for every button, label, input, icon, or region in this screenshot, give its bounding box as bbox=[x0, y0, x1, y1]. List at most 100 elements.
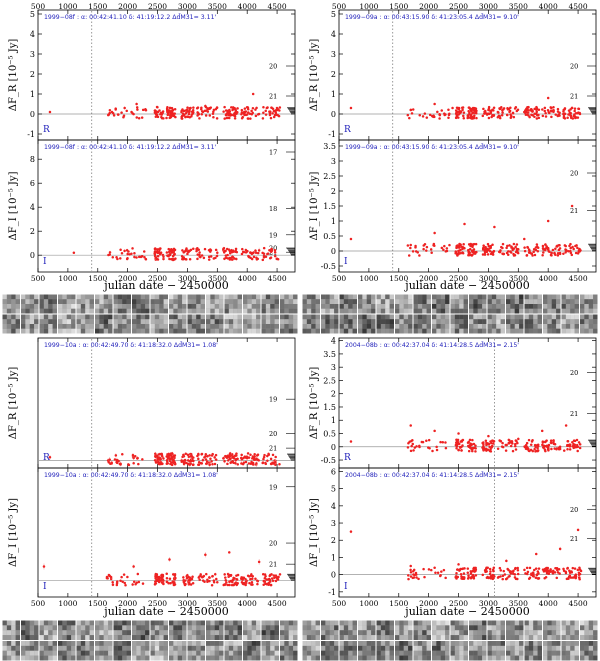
stamp-pixel bbox=[380, 328, 386, 334]
stamp-pixel bbox=[154, 304, 160, 309]
data-point bbox=[140, 116, 144, 119]
stamp-pixel bbox=[145, 324, 150, 329]
data-point bbox=[171, 458, 174, 461]
stamp-pixel bbox=[2, 655, 7, 661]
stamp-pixel bbox=[99, 308, 104, 314]
stamp-pixel bbox=[228, 308, 234, 314]
data-point bbox=[165, 462, 169, 465]
data-point bbox=[556, 244, 559, 248]
image-stamp bbox=[561, 294, 579, 314]
y-tick-label: 3.5 bbox=[323, 350, 336, 359]
stamp-pixel bbox=[108, 324, 113, 329]
image-stamp bbox=[2, 620, 20, 640]
stamp-pixel bbox=[80, 308, 86, 314]
data-point bbox=[154, 454, 158, 458]
data-point bbox=[525, 441, 529, 445]
stamp-pixel bbox=[191, 630, 197, 636]
stamp-pixel bbox=[25, 630, 30, 636]
image-stamp bbox=[543, 294, 561, 314]
stamp-pixel bbox=[108, 314, 113, 320]
stamp-pixel bbox=[159, 328, 164, 334]
stamp-pixel bbox=[6, 620, 12, 626]
data-point bbox=[525, 113, 529, 116]
stamp-pixel bbox=[169, 314, 174, 320]
stamp-pixel bbox=[145, 620, 150, 626]
data-point bbox=[546, 219, 550, 223]
stamp-pixel bbox=[108, 304, 113, 309]
stamp-pixel bbox=[321, 328, 326, 334]
stamp-pixel bbox=[343, 299, 349, 304]
stamp-pixel bbox=[159, 308, 164, 314]
stamp-pixel bbox=[95, 641, 100, 646]
data-point bbox=[222, 457, 225, 460]
stamp-pixel bbox=[11, 620, 16, 626]
stamp-pixel bbox=[145, 328, 150, 334]
stamp-pixel bbox=[243, 299, 248, 304]
stamp-pixel bbox=[85, 625, 90, 631]
stamp-pixel bbox=[132, 314, 137, 320]
stamp-pixel bbox=[288, 314, 294, 320]
data-point bbox=[515, 109, 519, 113]
data-point bbox=[272, 115, 276, 119]
data-point bbox=[189, 248, 193, 252]
stamp-pixel bbox=[34, 641, 39, 646]
data-point bbox=[532, 250, 535, 254]
stamp-pixel bbox=[256, 635, 261, 640]
stamp-pixel bbox=[48, 294, 53, 300]
stamp-pixel bbox=[173, 308, 178, 314]
stamp-pixel bbox=[43, 294, 49, 300]
stamp-pixel bbox=[71, 620, 76, 626]
data-point bbox=[474, 450, 477, 453]
stamp-pixel bbox=[21, 620, 26, 626]
x-tick-label: 1500 bbox=[389, 274, 408, 283]
data-point bbox=[160, 117, 164, 120]
stamp-pixel bbox=[200, 294, 205, 300]
data-point bbox=[423, 112, 427, 115]
stamp-pixel bbox=[117, 625, 123, 631]
data-point bbox=[458, 244, 462, 247]
stamp-pixel bbox=[450, 328, 455, 334]
stamp-pixel bbox=[48, 650, 53, 656]
data-point bbox=[454, 112, 458, 115]
stamp-pixel bbox=[270, 299, 275, 304]
data-point bbox=[506, 253, 510, 256]
stamp-pixel bbox=[519, 319, 524, 324]
stamp-pixel bbox=[58, 641, 63, 646]
stamp-pixel bbox=[15, 641, 20, 646]
stamp-pixel bbox=[237, 299, 242, 304]
stamp-pixel bbox=[243, 641, 248, 646]
stamp-pixel bbox=[187, 328, 192, 334]
stamp-pixel bbox=[169, 304, 174, 309]
stamp-pixel bbox=[399, 314, 404, 320]
data-point bbox=[411, 250, 415, 253]
stamp-pixel bbox=[15, 655, 20, 661]
x-tick-label: 500 bbox=[31, 2, 46, 11]
data-point bbox=[470, 443, 474, 446]
y-tick-label: 2 bbox=[331, 70, 336, 79]
data-point bbox=[197, 463, 200, 467]
stamp-pixel bbox=[58, 635, 63, 640]
x-tick-label: 4500 bbox=[569, 274, 588, 283]
stamp-pixel bbox=[200, 625, 205, 631]
data-point bbox=[167, 455, 170, 458]
stamp-pixel bbox=[228, 641, 234, 646]
stamp-pixel bbox=[11, 324, 16, 329]
data-point bbox=[158, 579, 162, 582]
stamp-pixel bbox=[76, 620, 81, 626]
stamp-pixel bbox=[206, 635, 211, 640]
stamp-pixel bbox=[593, 294, 598, 300]
stamp-pixel bbox=[228, 635, 234, 640]
stamp-pixel bbox=[334, 324, 339, 329]
stamp-pixel bbox=[343, 314, 349, 320]
stamp-pixel bbox=[29, 630, 35, 636]
stamp-pixel bbox=[191, 625, 197, 631]
data-point bbox=[170, 455, 174, 459]
stamp-pixel bbox=[196, 324, 201, 329]
stamp-pixel bbox=[58, 620, 63, 626]
data-point bbox=[180, 117, 183, 120]
stamp-pixel bbox=[99, 294, 104, 300]
stamp-pixel bbox=[358, 324, 363, 329]
stamp-pixel bbox=[187, 299, 192, 304]
